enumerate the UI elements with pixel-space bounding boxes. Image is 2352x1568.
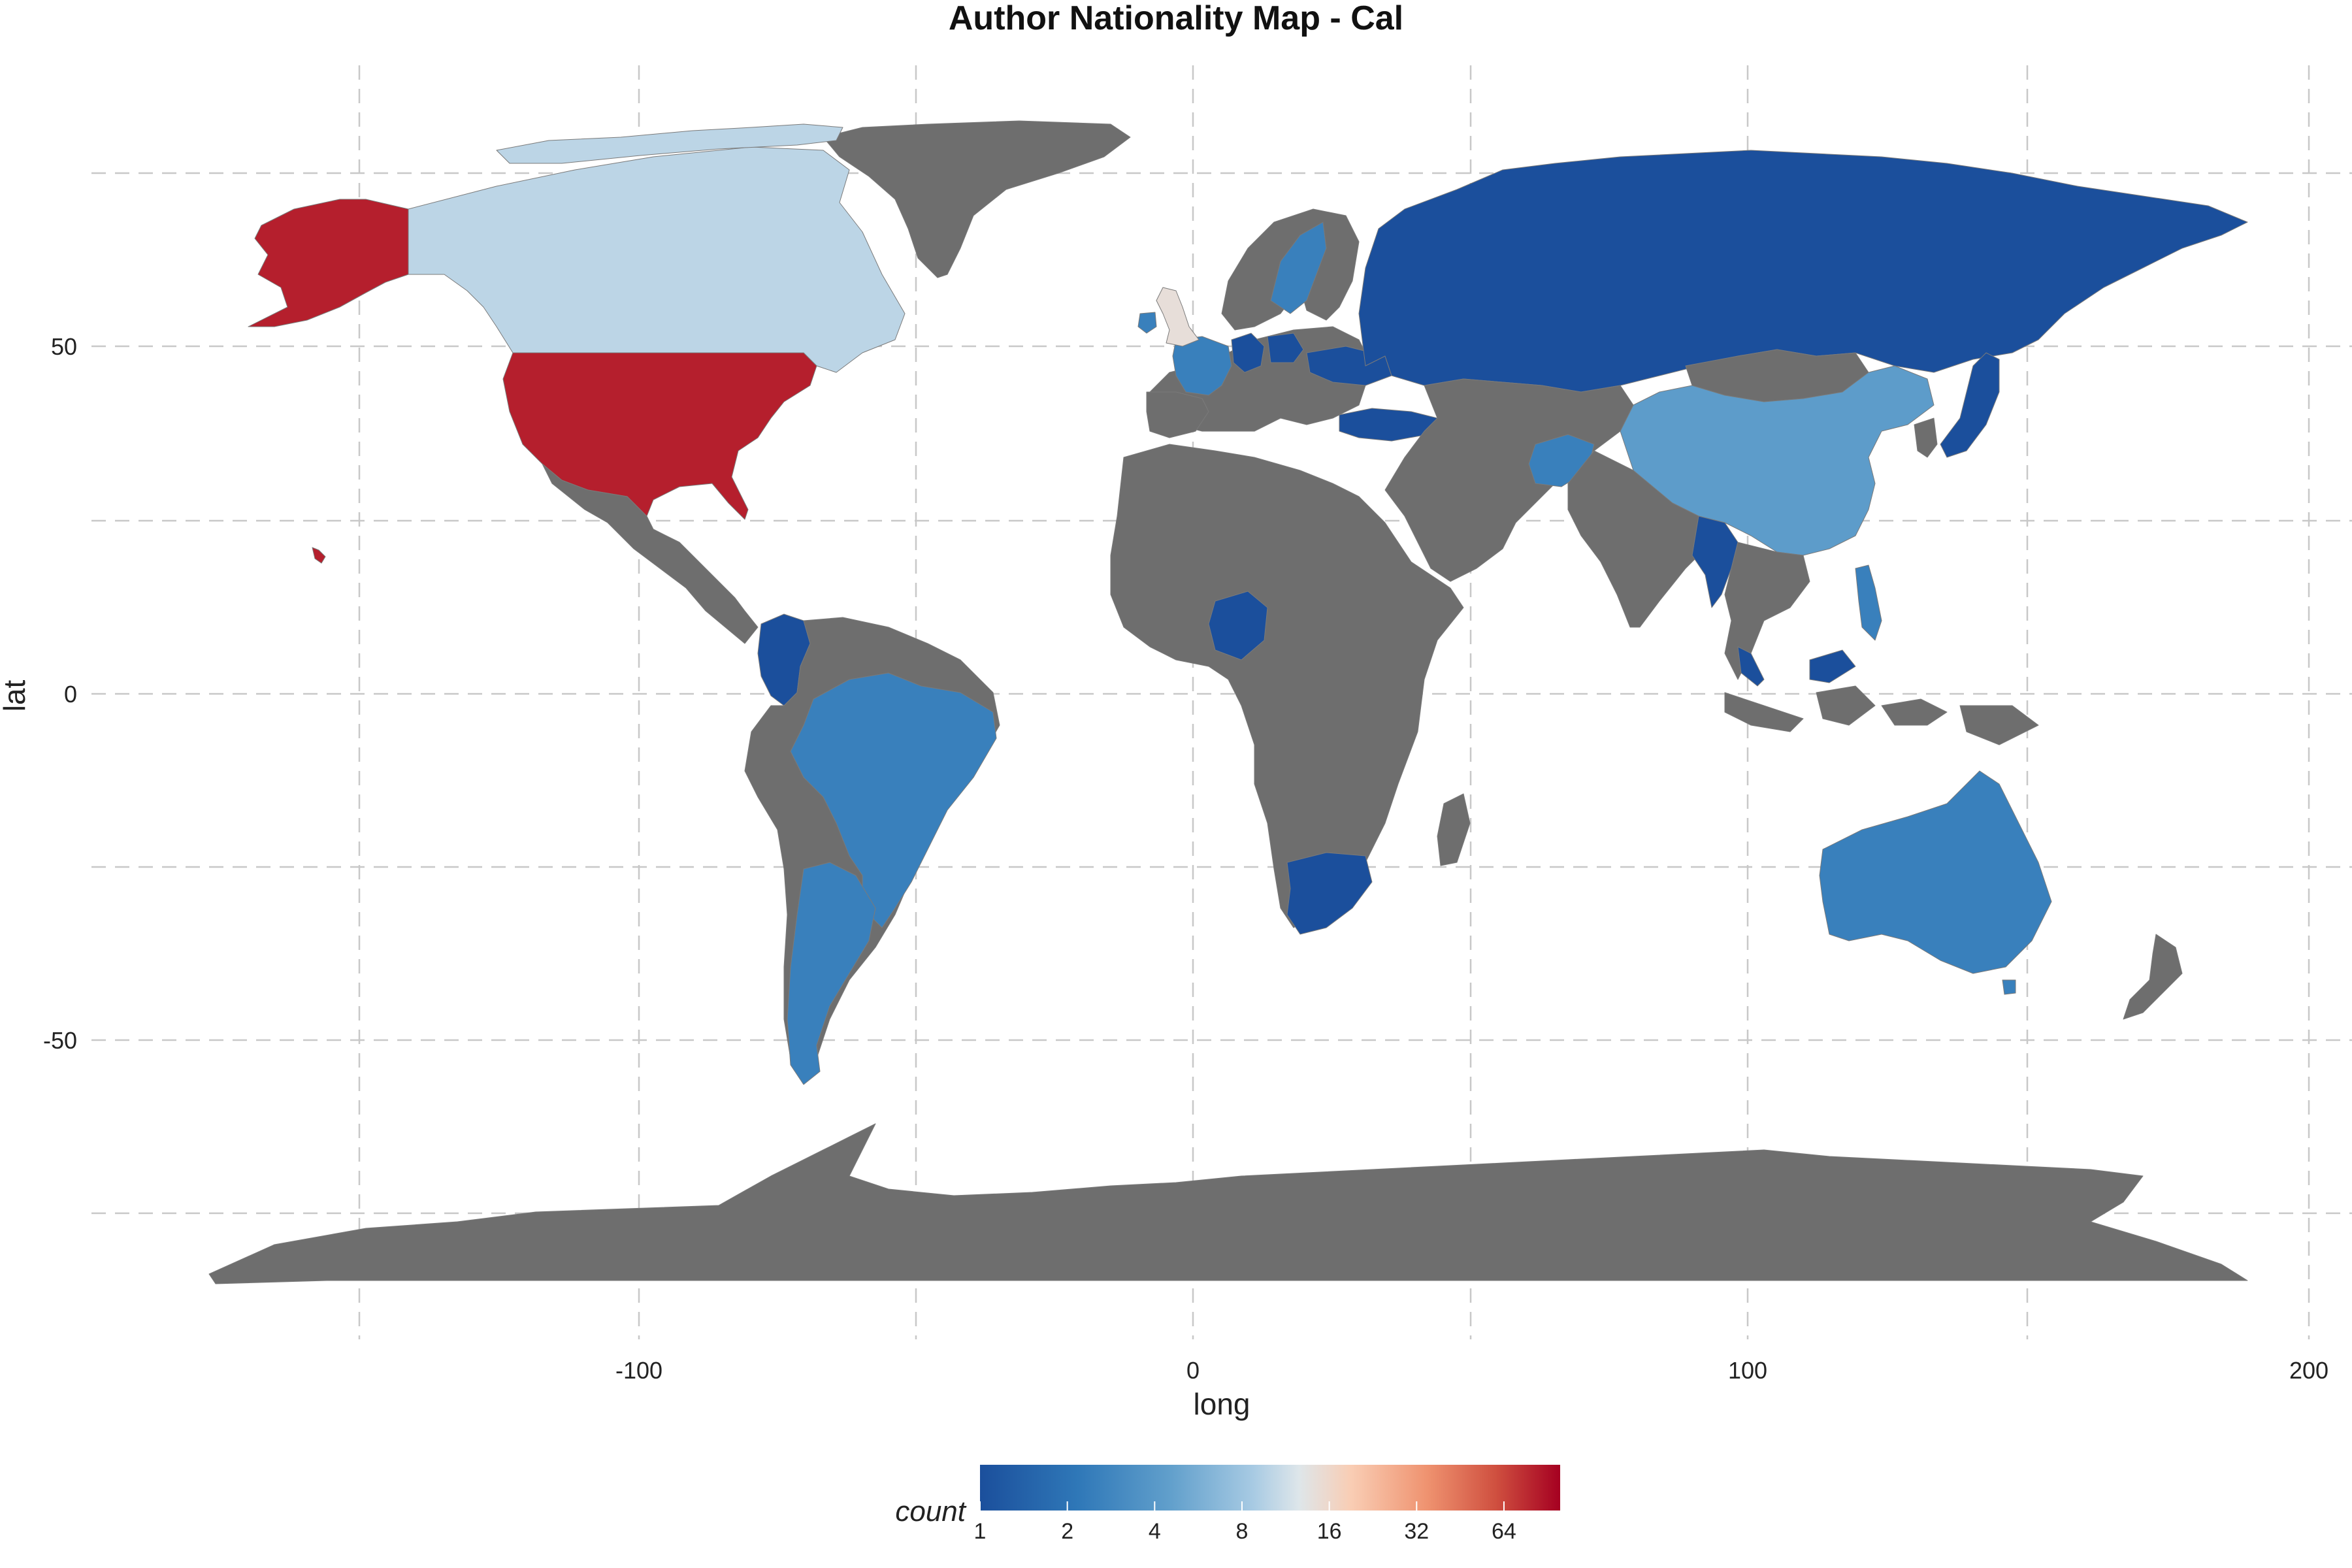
legend: count 1 2 4 8 16 32 64 <box>895 1465 1560 1544</box>
country-ireland <box>1137 312 1157 334</box>
country-canada-arctic <box>496 123 843 164</box>
y-axis-title: lat <box>0 679 31 711</box>
country-indonesia <box>1724 685 2039 745</box>
country-korea <box>1914 417 1938 458</box>
country-australia <box>1819 770 2052 974</box>
x-tick-label: 200 <box>2289 1357 2328 1384</box>
country-nigeria <box>1208 591 1268 661</box>
legend-colorbar <box>980 1465 1560 1511</box>
region-middle-east-central-asia <box>1384 378 1634 582</box>
x-tick-label: -100 <box>615 1357 662 1384</box>
x-tick-label: 0 <box>1186 1357 1200 1384</box>
country-uk <box>1156 287 1200 347</box>
country-brazil <box>790 672 997 928</box>
region-indochina <box>1724 542 1810 680</box>
country-mexico <box>542 463 759 644</box>
country-malaysia <box>1737 646 1856 687</box>
country-usa-hawaii <box>312 547 326 564</box>
country-usa <box>502 352 817 520</box>
legend-tick-label: 2 <box>1061 1519 1073 1544</box>
legend-tick-label: 16 <box>1317 1519 1342 1544</box>
country-greenland <box>823 120 1131 278</box>
y-tick-label: 50 <box>51 333 77 360</box>
legend-tick-label: 64 <box>1492 1519 1516 1544</box>
country-france <box>1172 336 1232 396</box>
world-map <box>208 120 2248 1284</box>
country-madagascar <box>1437 793 1471 866</box>
continent-antarctica <box>208 1123 2248 1284</box>
x-axis: -100 0 100 200 long <box>615 1357 2328 1421</box>
legend-tick-label: 4 <box>1149 1519 1161 1544</box>
legend-ticks: 1 2 4 8 16 32 64 <box>974 1501 1516 1544</box>
country-south-africa <box>1286 852 1373 935</box>
x-tick-label: 100 <box>1728 1357 1767 1384</box>
country-iberia <box>1146 391 1209 438</box>
legend-tick-label: 32 <box>1404 1519 1429 1544</box>
country-sweden <box>1270 221 1327 314</box>
legend-tick-label: 1 <box>974 1519 987 1544</box>
y-tick-label: -50 <box>43 1027 77 1054</box>
country-new-zealand <box>2123 934 2183 1020</box>
country-argentina <box>787 862 876 1085</box>
map-title: Author Nationality Map - Cal <box>949 0 1403 37</box>
legend-title: count <box>895 1495 966 1527</box>
country-japan <box>1940 352 2000 458</box>
country-australia-tasmania <box>2002 979 2016 995</box>
country-usa-alaska <box>248 199 409 327</box>
y-axis: 50 0 -50 lat <box>0 333 77 1054</box>
country-poland <box>1267 333 1304 363</box>
country-canada <box>408 146 906 373</box>
country-myanmar <box>1691 515 1739 608</box>
country-germany <box>1231 333 1265 373</box>
legend-tick-label: 8 <box>1236 1519 1249 1544</box>
y-tick-label: 0 <box>64 681 77 708</box>
region-south-asia <box>1567 450 1712 628</box>
x-axis-title: long <box>1194 1387 1250 1421</box>
country-philippines <box>1855 564 1882 641</box>
